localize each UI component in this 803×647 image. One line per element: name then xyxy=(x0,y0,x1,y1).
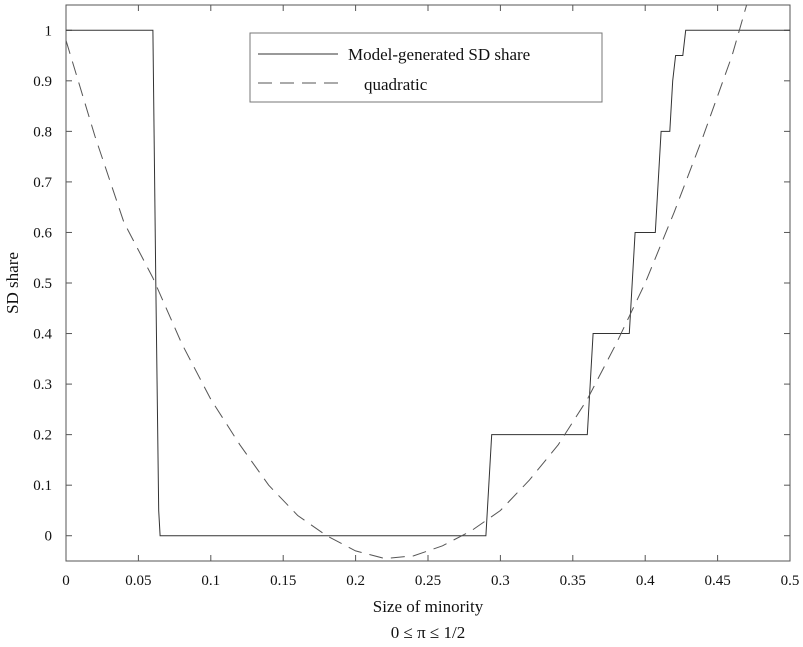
y-tick-label: 0 xyxy=(45,529,53,545)
x-tick-label: 0.25 xyxy=(415,573,441,589)
legend: Model-generated SD share quadratic xyxy=(249,32,603,103)
x-tick-label: 0 xyxy=(62,573,70,589)
y-tick-label: 0.8 xyxy=(33,124,52,140)
y-tick-label: 0.4 xyxy=(33,327,52,343)
y-tick-label: 0.7 xyxy=(33,175,52,191)
x-tick-label: 0.15 xyxy=(270,573,296,589)
y-tick-label: 1 xyxy=(45,23,53,39)
x-tick-label: 0.2 xyxy=(346,573,365,589)
series-line-quadratic xyxy=(65,4,748,560)
series-line-model xyxy=(66,29,790,537)
legend-label-quadratic: quadratic xyxy=(364,75,428,94)
x-tick-label: 0.5 xyxy=(781,573,800,589)
y-tick-label: 0.2 xyxy=(33,428,52,444)
x-tick-label: 0.4 xyxy=(636,573,655,589)
legend-label-model: Model-generated SD share xyxy=(348,45,530,64)
y-tick-label: 0.3 xyxy=(33,377,52,393)
legend-box xyxy=(249,32,603,103)
y-axis: 0 0.1 0.2 0.3 0.4 0.5 0.6 0.7 0.8 0.9 1 xyxy=(33,23,790,545)
y-tick-label: 0.1 xyxy=(33,478,52,494)
x-tick-label: 0.05 xyxy=(125,573,151,589)
y-tick-label: 0.9 xyxy=(33,74,52,90)
x-tick-label: 0.3 xyxy=(491,573,510,589)
x-tick-label: 0.45 xyxy=(704,573,730,589)
x-tick-label: 0.1 xyxy=(201,573,220,589)
y-tick-label: 0.5 xyxy=(33,276,52,292)
x-axis-sublabel: 0 ≤ π ≤ 1/2 xyxy=(391,623,465,642)
series-layer xyxy=(65,4,790,560)
y-tick-label: 0.6 xyxy=(33,225,52,241)
x-axis: 0 0.05 0.1 0.15 0.2 0.25 0.3 0.35 0.4 0.45 0.5 xyxy=(62,5,799,589)
y-axis-label: SD share xyxy=(3,252,22,314)
x-tick-label: 0.35 xyxy=(560,573,586,589)
x-axis-label: Size of minority xyxy=(373,597,484,616)
